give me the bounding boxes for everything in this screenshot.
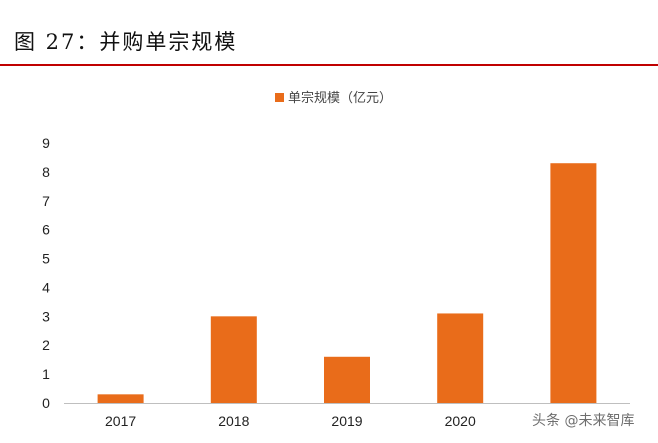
- legend-swatch: [275, 93, 284, 102]
- legend-label: 单宗规模（亿元）: [288, 90, 392, 106]
- x-tick-label: 2019: [331, 413, 362, 429]
- bar-series: [97, 163, 597, 403]
- y-tick-label: 7: [42, 193, 50, 209]
- bar-2020: [437, 313, 484, 403]
- x-tick-label: 2017: [105, 413, 136, 429]
- y-tick-label: 0: [42, 395, 50, 411]
- title-divider: [0, 64, 658, 66]
- figure-title: 图 27：并购单宗规模: [14, 30, 238, 54]
- chart-legend: 单宗规模（亿元）: [275, 90, 392, 106]
- y-tick-label: 4: [42, 279, 50, 295]
- bar-2019: [324, 356, 370, 403]
- watermark: 头条 @未来智库: [532, 413, 635, 429]
- y-tick-label: 6: [42, 222, 50, 238]
- y-tick-label: 9: [42, 135, 50, 151]
- bar-2018: [210, 316, 257, 403]
- x-tick-label: 2018: [218, 413, 249, 429]
- bar-2017: [97, 394, 144, 403]
- y-tick-label: 2: [42, 337, 50, 353]
- y-tick-label: 8: [42, 164, 50, 180]
- x-tick-label: 2020: [445, 413, 476, 429]
- y-tick-label: 5: [42, 251, 50, 267]
- y-tick-label: 3: [42, 308, 50, 324]
- bar-2021: [550, 163, 597, 403]
- y-axis: 0 1 2 3 4 5 6 7 8 9: [42, 135, 50, 411]
- y-tick-label: 1: [42, 366, 50, 382]
- x-axis: 2017 2018 2019 2020: [64, 403, 630, 429]
